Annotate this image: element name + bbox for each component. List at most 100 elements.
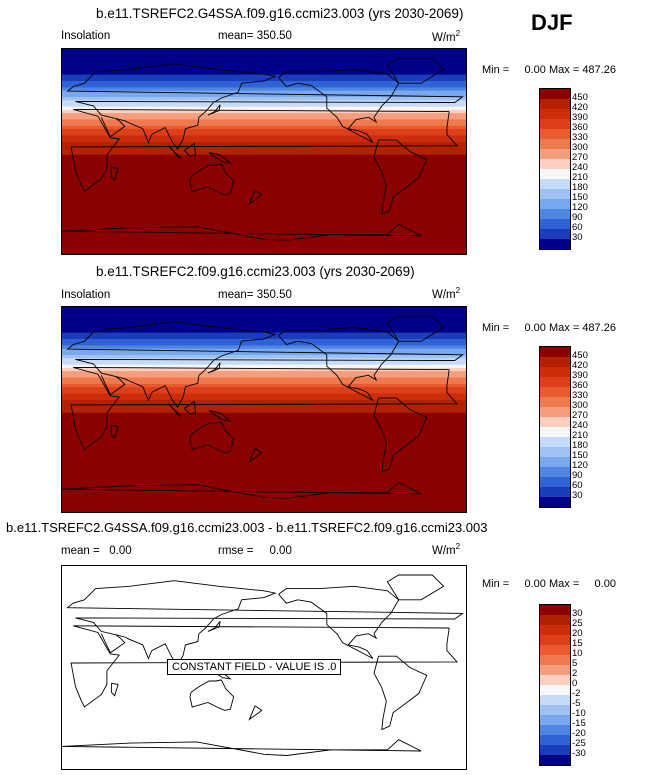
panel2-units-text: W/m	[432, 288, 456, 301]
coastline	[207, 104, 221, 116]
panel1-map	[61, 48, 467, 255]
coastline	[386, 57, 445, 84]
coastline	[278, 69, 400, 143]
field-band	[62, 113, 466, 117]
coastline	[208, 410, 232, 422]
panel3-colorbar	[539, 604, 571, 766]
coastline	[208, 152, 232, 164]
panel1-mean: mean= 350.50	[218, 30, 292, 42]
field-band	[62, 234, 466, 239]
colorbar-swatch	[540, 189, 570, 199]
field-band	[62, 342, 466, 347]
colorbar-swatch	[540, 89, 570, 99]
field-band	[62, 237, 466, 242]
panel1-title: b.e11.TSREFC2.G4SSA.f09.g16.ccmi23.003 (…	[96, 6, 464, 21]
coastline	[66, 580, 464, 667]
coastline	[62, 739, 422, 756]
field-band	[62, 473, 466, 478]
colorbar-swatch	[540, 715, 570, 725]
colorbar-tick-label: -30	[572, 748, 586, 759]
colorbar-swatch	[540, 487, 570, 497]
coastline	[189, 421, 235, 454]
field-band	[62, 215, 466, 220]
field-band	[62, 483, 466, 487]
field-band	[62, 383, 466, 388]
colorbar-swatch	[540, 605, 570, 615]
field-band	[62, 412, 466, 417]
panel2-units: W/m2	[432, 286, 460, 301]
panel1-units-sup: 2	[455, 29, 461, 38]
colorbar-tick-label: 240	[572, 420, 588, 431]
panel2-min-label: Min =	[482, 322, 510, 334]
field-band	[62, 454, 466, 459]
field-band	[62, 335, 466, 340]
field-band	[62, 225, 466, 229]
coastline	[373, 655, 428, 731]
colorbar-swatch	[540, 735, 570, 745]
panel2-units-sup: 2	[455, 286, 461, 295]
field-band	[62, 202, 466, 207]
colorbar-tick-label: 150	[572, 450, 588, 461]
field-band	[62, 132, 466, 137]
field-band	[62, 250, 466, 254]
colorbar-swatch	[540, 417, 570, 427]
colorbar-swatch	[540, 725, 570, 735]
panel3-rmse: rmse = 0.00	[218, 545, 292, 557]
panel3-rmse-label: rmse =	[218, 545, 254, 557]
colorbar-tick-label: -2	[572, 688, 581, 699]
colorbar-tick-label: -10	[572, 708, 586, 719]
coastline	[386, 315, 445, 342]
field-band	[62, 170, 466, 175]
field-band	[62, 141, 466, 146]
field-band	[62, 387, 466, 391]
panel1-units: W/m2	[432, 29, 460, 44]
colorbar-swatch	[540, 219, 570, 229]
panel3-units-sup: 2	[455, 542, 461, 551]
field-band	[62, 173, 466, 178]
field-band	[62, 463, 466, 468]
field-band	[62, 316, 466, 321]
coastline	[183, 400, 196, 415]
coastline	[62, 223, 422, 241]
colorbar-tick-label: 25	[572, 618, 583, 629]
field-band	[62, 467, 466, 471]
panel1-mean-label: mean=	[218, 30, 254, 42]
colorbar-swatch	[540, 119, 570, 129]
field-band	[62, 154, 466, 159]
coastline	[248, 447, 263, 464]
colorbar-swatch	[540, 169, 570, 179]
coastline	[168, 145, 182, 159]
colorbar-tick-label: 210	[572, 172, 588, 183]
field-band	[62, 428, 466, 433]
field-band	[62, 444, 466, 449]
field-band	[62, 319, 466, 324]
colorbar-tick-label: 450	[572, 92, 588, 103]
colorbar-tick-label: 120	[572, 460, 588, 471]
field-band	[62, 310, 466, 315]
colorbar-tick-label: 240	[572, 162, 588, 173]
panel2-mean: mean= 350.50	[218, 289, 292, 301]
field-band	[62, 74, 466, 79]
colorbar-tick-label: 360	[572, 122, 588, 133]
colorbar-swatch	[540, 179, 570, 189]
coastline	[278, 327, 400, 401]
field-band	[62, 58, 466, 63]
colorbar-swatch	[540, 705, 570, 715]
field-band	[62, 228, 466, 233]
panel2-title: b.e11.TSREFC2.f09.g16.ccmi23.003 (yrs 20…	[96, 264, 415, 279]
panel1-colorbar	[539, 88, 571, 250]
field-band	[62, 422, 466, 427]
panel1-min-label: Min =	[482, 64, 510, 76]
field-band	[62, 345, 466, 350]
colorbar-tick-label: 5	[572, 658, 578, 669]
map-plot	[62, 49, 466, 254]
field-band	[62, 486, 466, 491]
field-band	[62, 399, 466, 404]
constant-field-annotation: CONSTANT FIELD - VALUE IS .0	[167, 659, 342, 675]
panel3-units: W/m2	[432, 542, 460, 557]
colorbar-swatch	[540, 357, 570, 367]
colorbar-tick-label: 20	[572, 628, 583, 639]
field-band	[62, 183, 466, 188]
coastline	[168, 403, 182, 417]
coastline	[207, 621, 221, 632]
